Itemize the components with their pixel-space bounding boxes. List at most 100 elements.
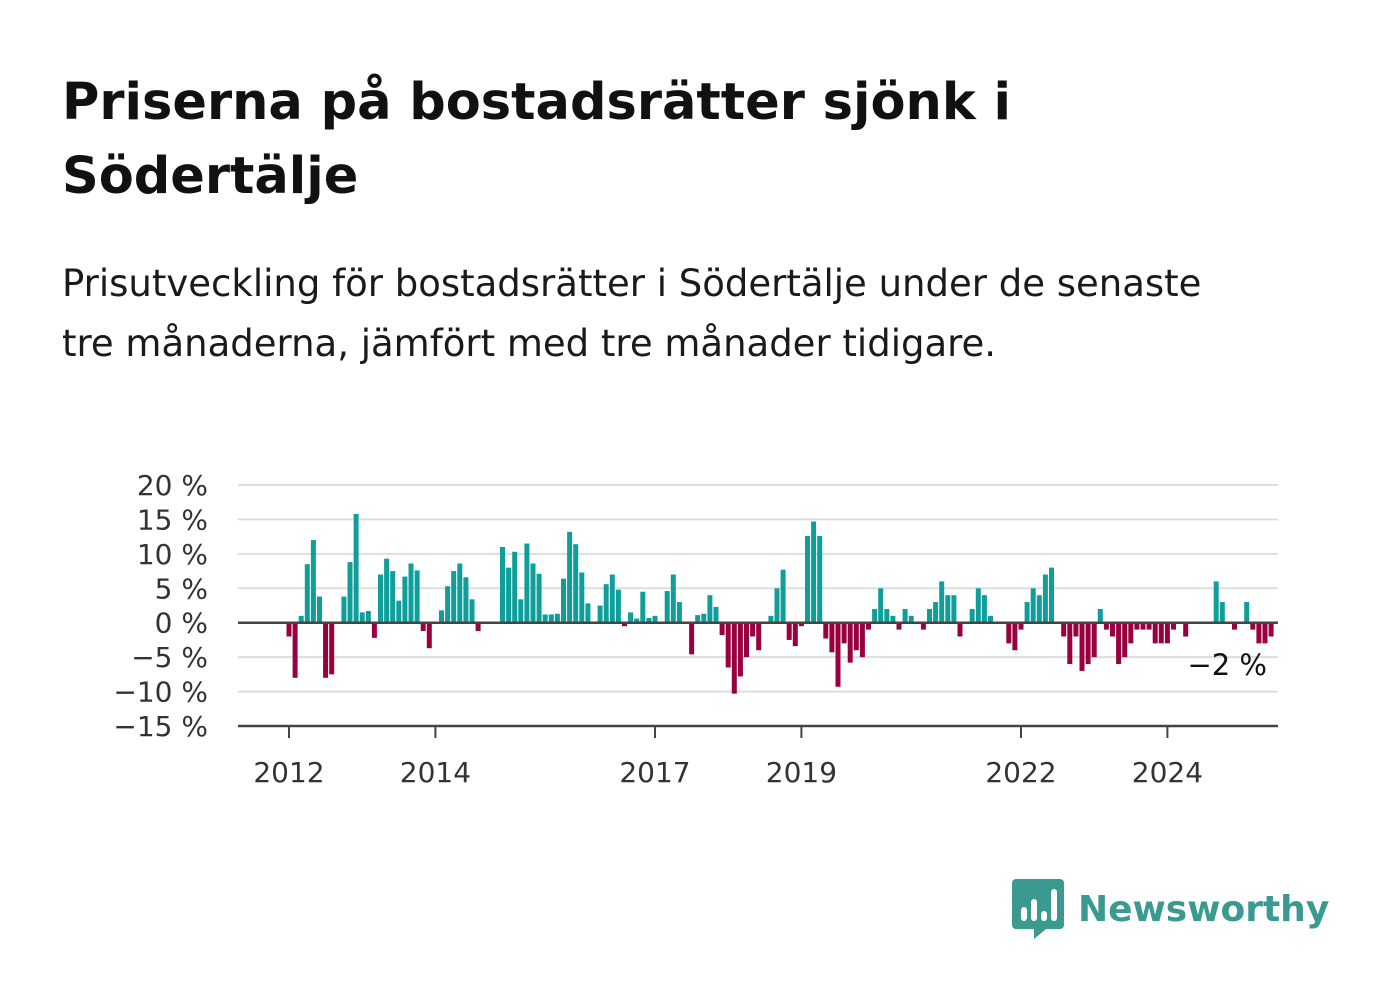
- bar: [603, 584, 609, 623]
- bar: [628, 612, 634, 623]
- bar: [506, 567, 512, 623]
- bar: [365, 611, 371, 623]
- bar: [744, 622, 749, 658]
- bar: [1164, 622, 1170, 644]
- bar: [634, 618, 640, 623]
- bar: [402, 576, 408, 623]
- bar: [554, 613, 560, 623]
- bar: [878, 588, 884, 623]
- bar: [445, 586, 451, 623]
- bar: [426, 622, 432, 649]
- chart-subtitle: Prisutveckling för bostadsrätter i Söder…: [62, 262, 1202, 365]
- brand-name: Newsworthy: [1078, 888, 1330, 930]
- bar: [1134, 622, 1140, 630]
- bar: [957, 622, 963, 637]
- bar: [951, 595, 957, 623]
- bar: [1213, 581, 1219, 623]
- bar-chart-speech-bubble-icon: [1012, 879, 1064, 939]
- bar: [384, 558, 390, 623]
- bar: [1268, 622, 1274, 637]
- bar: [1067, 622, 1073, 665]
- x-tick-label: 2022: [985, 756, 1056, 789]
- bar: [518, 599, 524, 623]
- bar: [1018, 622, 1024, 630]
- bar: [475, 622, 481, 631]
- bar: [1183, 622, 1189, 637]
- bar: [1128, 622, 1134, 644]
- bar: [292, 622, 298, 678]
- bar: [756, 622, 762, 651]
- bar: [597, 605, 603, 623]
- bar: [1219, 602, 1225, 623]
- y-tick-label: −10 %: [113, 676, 208, 709]
- bar: [439, 610, 444, 623]
- bar: [1006, 622, 1012, 644]
- bar: [298, 615, 304, 623]
- bar: [500, 546, 505, 623]
- bar: [805, 535, 810, 623]
- bar: [945, 595, 951, 623]
- bar: [512, 551, 518, 623]
- bar: [1116, 622, 1122, 665]
- bar: [573, 544, 579, 623]
- bar: [353, 513, 359, 623]
- y-tick-label: 20 %: [137, 469, 208, 502]
- y-tick-label: 15 %: [137, 503, 208, 536]
- bar: [1049, 567, 1054, 623]
- bar: [561, 578, 566, 623]
- bar: [1091, 622, 1097, 658]
- bar: [1097, 608, 1103, 623]
- bar: [713, 606, 719, 623]
- bar: [847, 622, 853, 663]
- bar: [524, 543, 530, 623]
- bar: [1085, 622, 1091, 665]
- bar: [841, 622, 847, 644]
- bar: [1030, 588, 1036, 623]
- bar: [798, 622, 804, 627]
- bar: [457, 563, 463, 623]
- bar: [1122, 622, 1128, 658]
- bar: [817, 535, 823, 623]
- bar: [719, 622, 725, 636]
- x-tick-label: 2012: [253, 756, 324, 789]
- y-tick-label: −15 %: [113, 710, 208, 743]
- y-tick-label: 5 %: [155, 572, 208, 605]
- bar: [866, 622, 871, 630]
- bar: [615, 589, 621, 623]
- bar: [1171, 622, 1176, 630]
- bar: [304, 564, 310, 623]
- bar: [823, 622, 829, 639]
- bar: [1036, 595, 1042, 623]
- bar: [896, 622, 902, 630]
- bar: [463, 577, 469, 623]
- bar: [646, 617, 652, 623]
- bar: [695, 615, 701, 623]
- y-tick-label: 10 %: [137, 538, 208, 571]
- bar: [1250, 622, 1256, 630]
- bar: [286, 622, 292, 637]
- chart-title: Priserna på bostadsrätter sjönk i Södert…: [62, 73, 1011, 206]
- bar: [835, 622, 841, 687]
- bar: [585, 603, 591, 623]
- bar: [884, 608, 890, 623]
- bar: [859, 622, 865, 658]
- x-tick-label: 2014: [400, 756, 471, 789]
- bar: [622, 622, 627, 627]
- bar: [792, 622, 798, 647]
- x-tick-label: 2024: [1132, 756, 1203, 789]
- bar: [939, 581, 945, 623]
- bar: [1024, 602, 1030, 623]
- bar: [731, 622, 737, 694]
- bar: [1110, 622, 1115, 637]
- bar: [927, 608, 932, 623]
- bar: [371, 622, 377, 638]
- bar: [768, 615, 774, 623]
- bar: [530, 563, 536, 623]
- bar: [920, 622, 926, 630]
- newsworthy-logo: Newsworthy: [1012, 878, 1329, 940]
- bar: [780, 569, 786, 623]
- bar: [1262, 622, 1268, 644]
- bar: [1152, 622, 1158, 644]
- bar-chart: 20 %15 %10 %5 %0 %−5 %−10 %−15 % 2012 2014…: [113, 469, 1278, 789]
- bar: [908, 615, 914, 623]
